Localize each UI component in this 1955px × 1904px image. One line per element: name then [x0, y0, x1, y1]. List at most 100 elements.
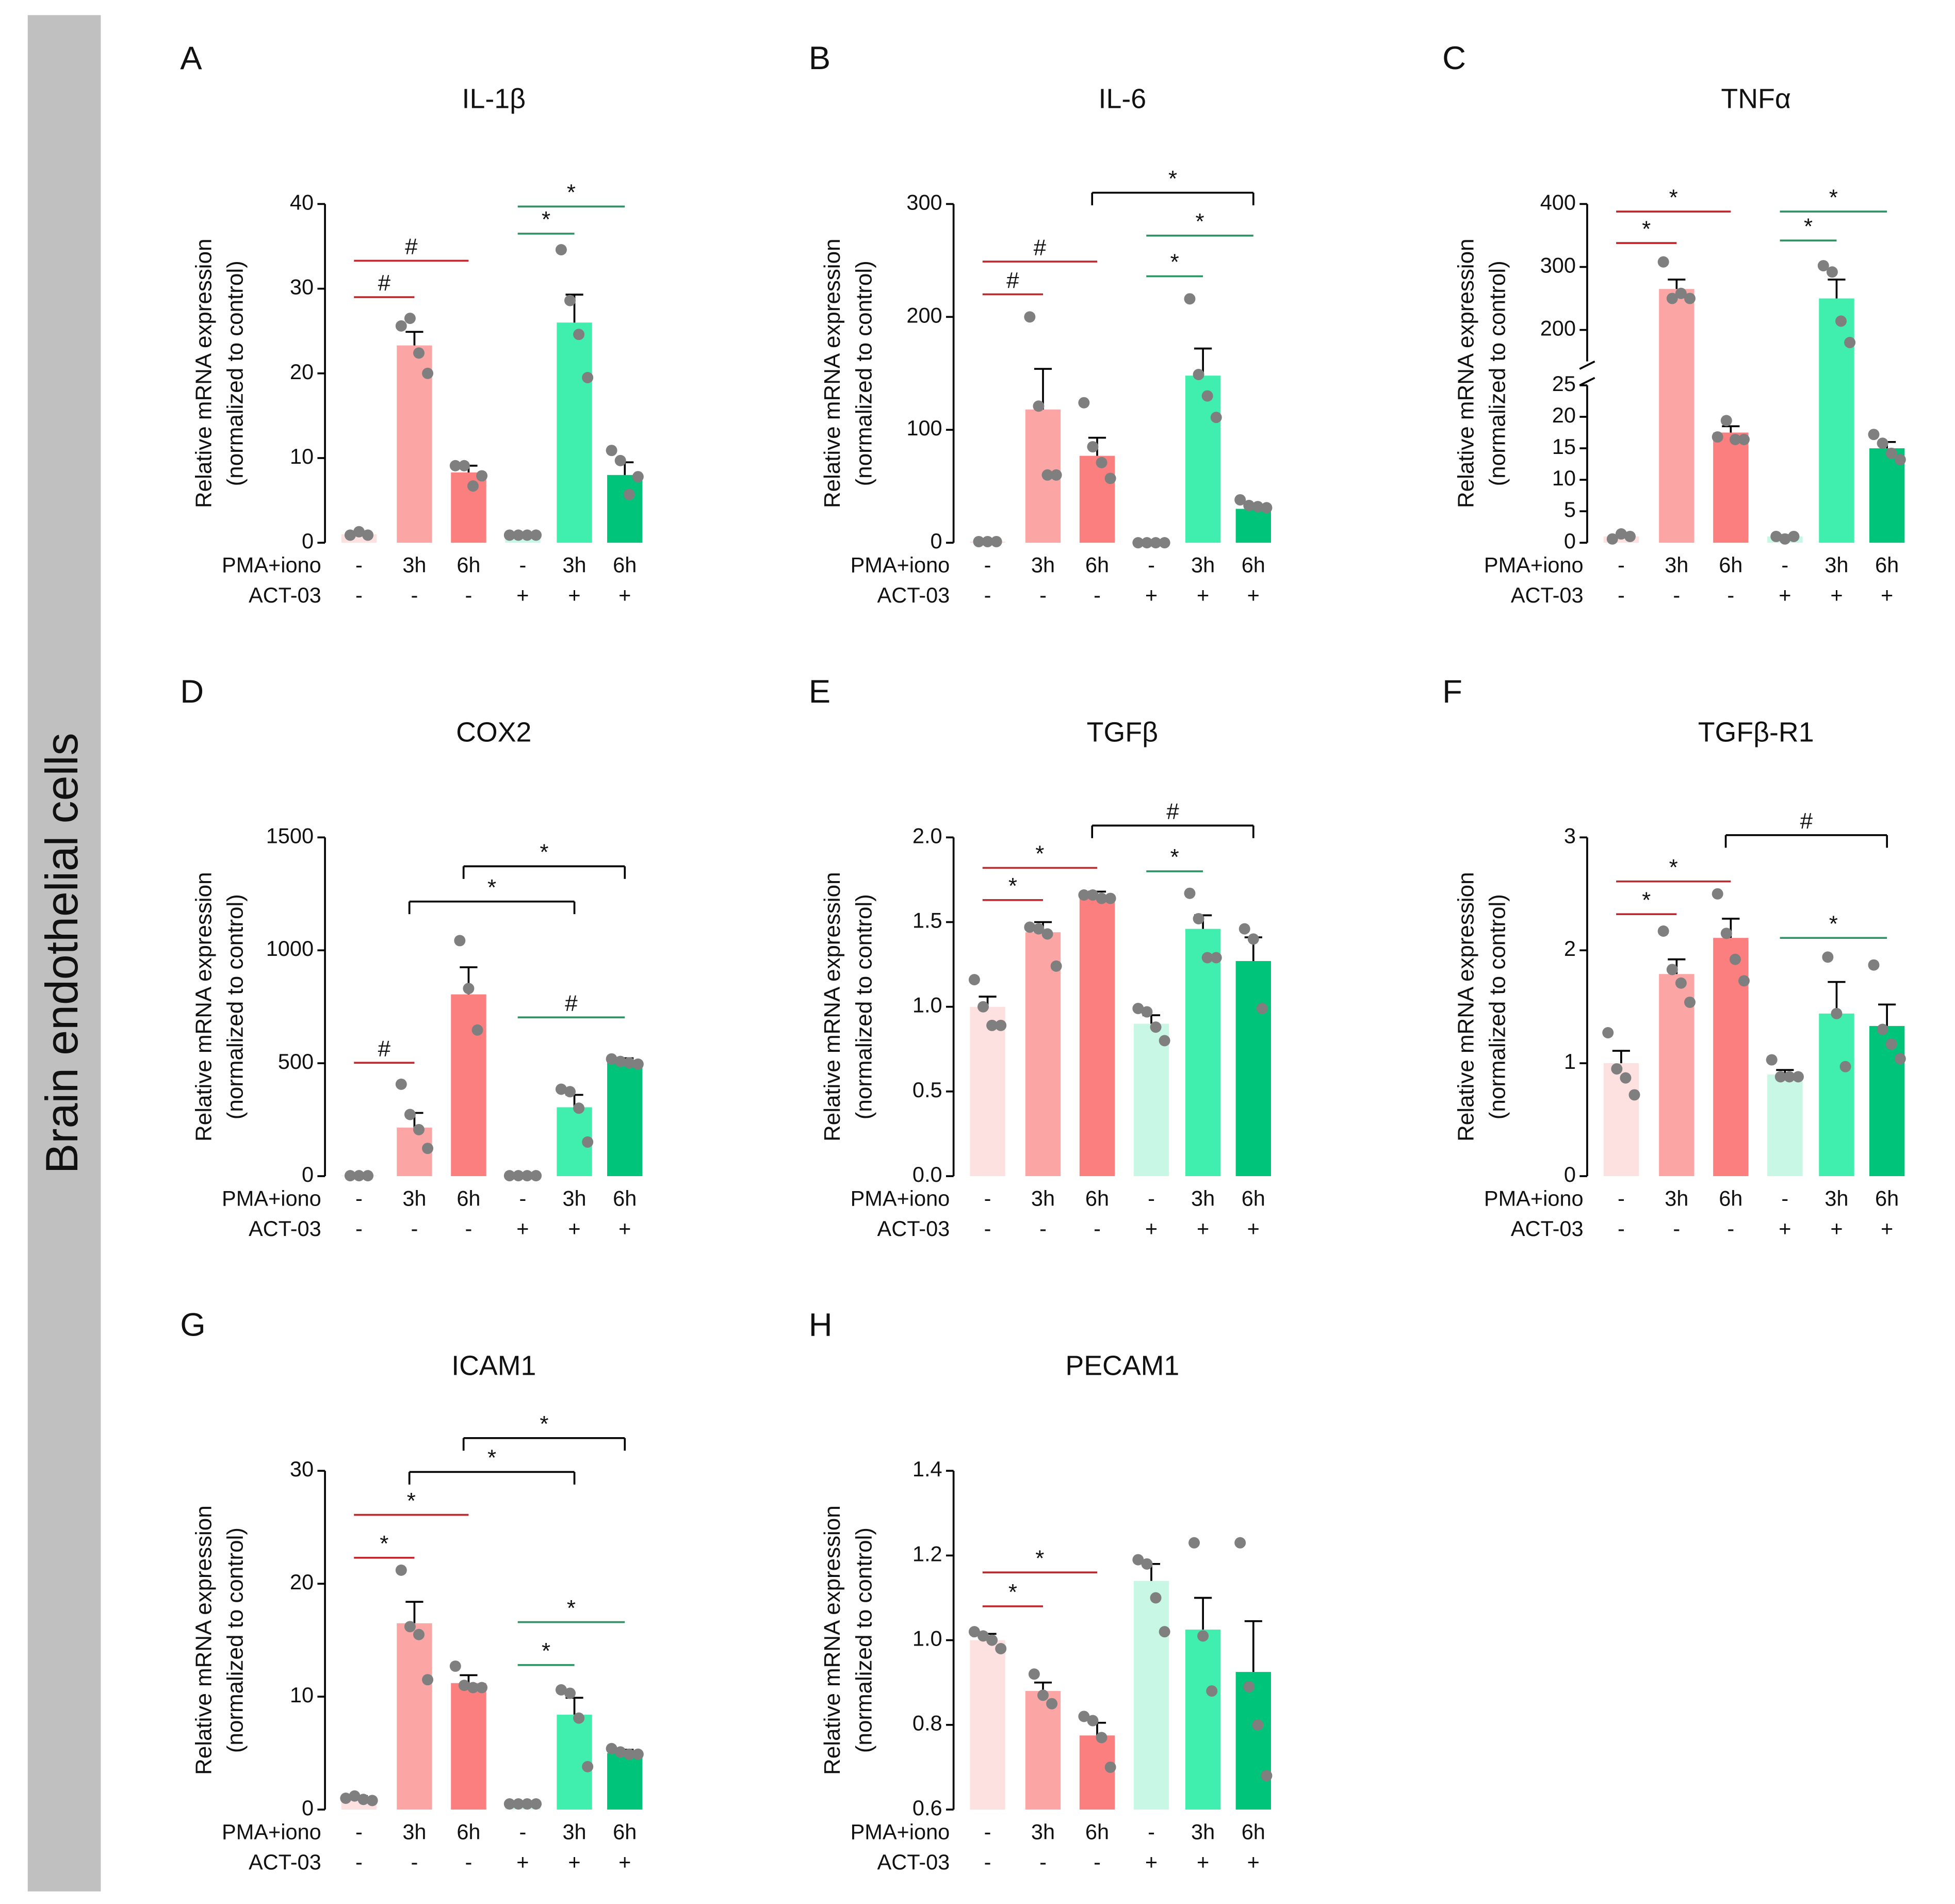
treatment-label: 6h — [1719, 552, 1742, 577]
significance-label: * — [567, 1596, 576, 1621]
bar — [970, 1006, 1005, 1177]
treatment-label: 6h — [1085, 1186, 1109, 1210]
y-tick-label: 500 — [278, 1049, 314, 1073]
data-point — [1104, 473, 1116, 484]
significance-label: * — [540, 1411, 548, 1437]
y-tick-label: 1500 — [266, 823, 314, 848]
data-point — [1611, 1063, 1623, 1075]
data-point — [1193, 913, 1204, 924]
treatment-label: + — [1145, 1850, 1158, 1874]
treatment-row-label: ACT-03 — [1511, 583, 1584, 607]
treatment-label: 3h — [1031, 1819, 1055, 1844]
data-point — [404, 313, 416, 324]
axis-break-mark — [1579, 360, 1595, 370]
panel-letter: B — [809, 40, 830, 76]
data-point — [458, 1680, 470, 1691]
data-point — [1197, 1630, 1209, 1642]
data-point — [1210, 412, 1222, 424]
data-point — [458, 460, 470, 471]
treatment-label: + — [618, 1216, 631, 1241]
treatment-label: 6h — [613, 1819, 637, 1844]
treatment-label: 3h — [402, 1186, 426, 1210]
data-point — [606, 1743, 617, 1754]
treatment-label: - — [1618, 583, 1625, 607]
treatment-label: - — [1673, 1216, 1680, 1241]
y-tick-label: 0.0 — [913, 1162, 942, 1186]
data-point — [349, 1790, 361, 1802]
treatment-label: - — [355, 1850, 363, 1874]
y-tick-label: 0 — [1564, 1162, 1576, 1186]
panel-letter: H — [809, 1307, 833, 1343]
chart-title: TGFβ-R1 — [1698, 717, 1814, 747]
treatment-label: - — [411, 1850, 418, 1874]
data-point — [1050, 469, 1062, 481]
data-point — [1078, 1711, 1090, 1722]
data-point — [990, 535, 1002, 547]
data-point — [1141, 1558, 1153, 1570]
significance-label: * — [1829, 185, 1838, 210]
data-point — [1033, 400, 1045, 412]
data-point — [1712, 431, 1723, 443]
bar — [1659, 289, 1695, 543]
treatment-label: 6h — [1875, 1186, 1899, 1210]
treatment-label: + — [1881, 1216, 1893, 1241]
treatment-label: + — [516, 583, 529, 607]
data-point — [1822, 951, 1834, 963]
treatment-label: - — [411, 583, 418, 607]
significance-label: * — [1195, 209, 1204, 234]
data-point — [573, 329, 585, 340]
data-point — [467, 1682, 479, 1694]
data-point — [1712, 888, 1723, 900]
treatment-label: 3h — [1824, 1186, 1848, 1210]
treatment-label: - — [519, 1186, 527, 1210]
treatment-label: - — [1094, 1216, 1101, 1241]
data-point — [1087, 1715, 1099, 1727]
bar — [607, 1753, 643, 1810]
significance-label: # — [1166, 799, 1179, 824]
treatment-row-label: PMA+iono — [222, 552, 321, 577]
chart-title: COX2 — [456, 717, 531, 747]
y-tick-label: 0 — [302, 1162, 314, 1186]
treatment-label: 3h — [1191, 1819, 1215, 1844]
treatment-row-label: ACT-03 — [877, 1216, 950, 1241]
data-point — [1201, 952, 1213, 964]
data-point — [530, 1798, 542, 1810]
y-axis-label: (normalized to control) — [223, 894, 248, 1119]
data-point — [366, 1795, 378, 1807]
significance-label: * — [1170, 844, 1179, 870]
y-tick-label: 0 — [302, 529, 314, 553]
treatment-label: 6h — [1875, 552, 1899, 577]
data-point — [1150, 537, 1162, 549]
data-point — [606, 445, 617, 457]
y-tick-label: 1.0 — [913, 993, 942, 1017]
bar — [1185, 1630, 1221, 1810]
y-tick-label: 0.8 — [913, 1711, 942, 1735]
treatment-label: 6h — [1242, 1186, 1265, 1210]
y-tick-label: 1.4 — [913, 1457, 942, 1481]
significance-label: * — [1008, 1580, 1017, 1605]
significance-label: # — [378, 270, 391, 296]
chart-title: PECAM1 — [1065, 1350, 1179, 1381]
treatment-label: + — [1830, 1216, 1843, 1241]
data-point — [1184, 293, 1196, 305]
treatment-label: - — [355, 552, 363, 577]
significance-label: # — [565, 990, 578, 1016]
data-point — [1738, 433, 1750, 445]
data-point — [1159, 1035, 1170, 1047]
data-point — [573, 1712, 585, 1724]
data-point — [1141, 1006, 1153, 1018]
treatment-label: - — [984, 552, 991, 577]
y-tick-label: 0 — [931, 529, 942, 553]
data-point — [1033, 923, 1045, 935]
data-point — [555, 1083, 567, 1095]
bar — [970, 1640, 1005, 1810]
y-tick-label: 1 — [1564, 1049, 1576, 1073]
data-point — [1024, 311, 1036, 323]
data-point — [573, 1102, 585, 1114]
data-point — [1839, 1061, 1851, 1072]
bar — [1235, 509, 1271, 543]
data-point — [968, 1626, 980, 1638]
treatment-label: 6h — [457, 1819, 480, 1844]
treatment-row-label: ACT-03 — [877, 1850, 950, 1874]
treatment-label: - — [1039, 1216, 1047, 1241]
